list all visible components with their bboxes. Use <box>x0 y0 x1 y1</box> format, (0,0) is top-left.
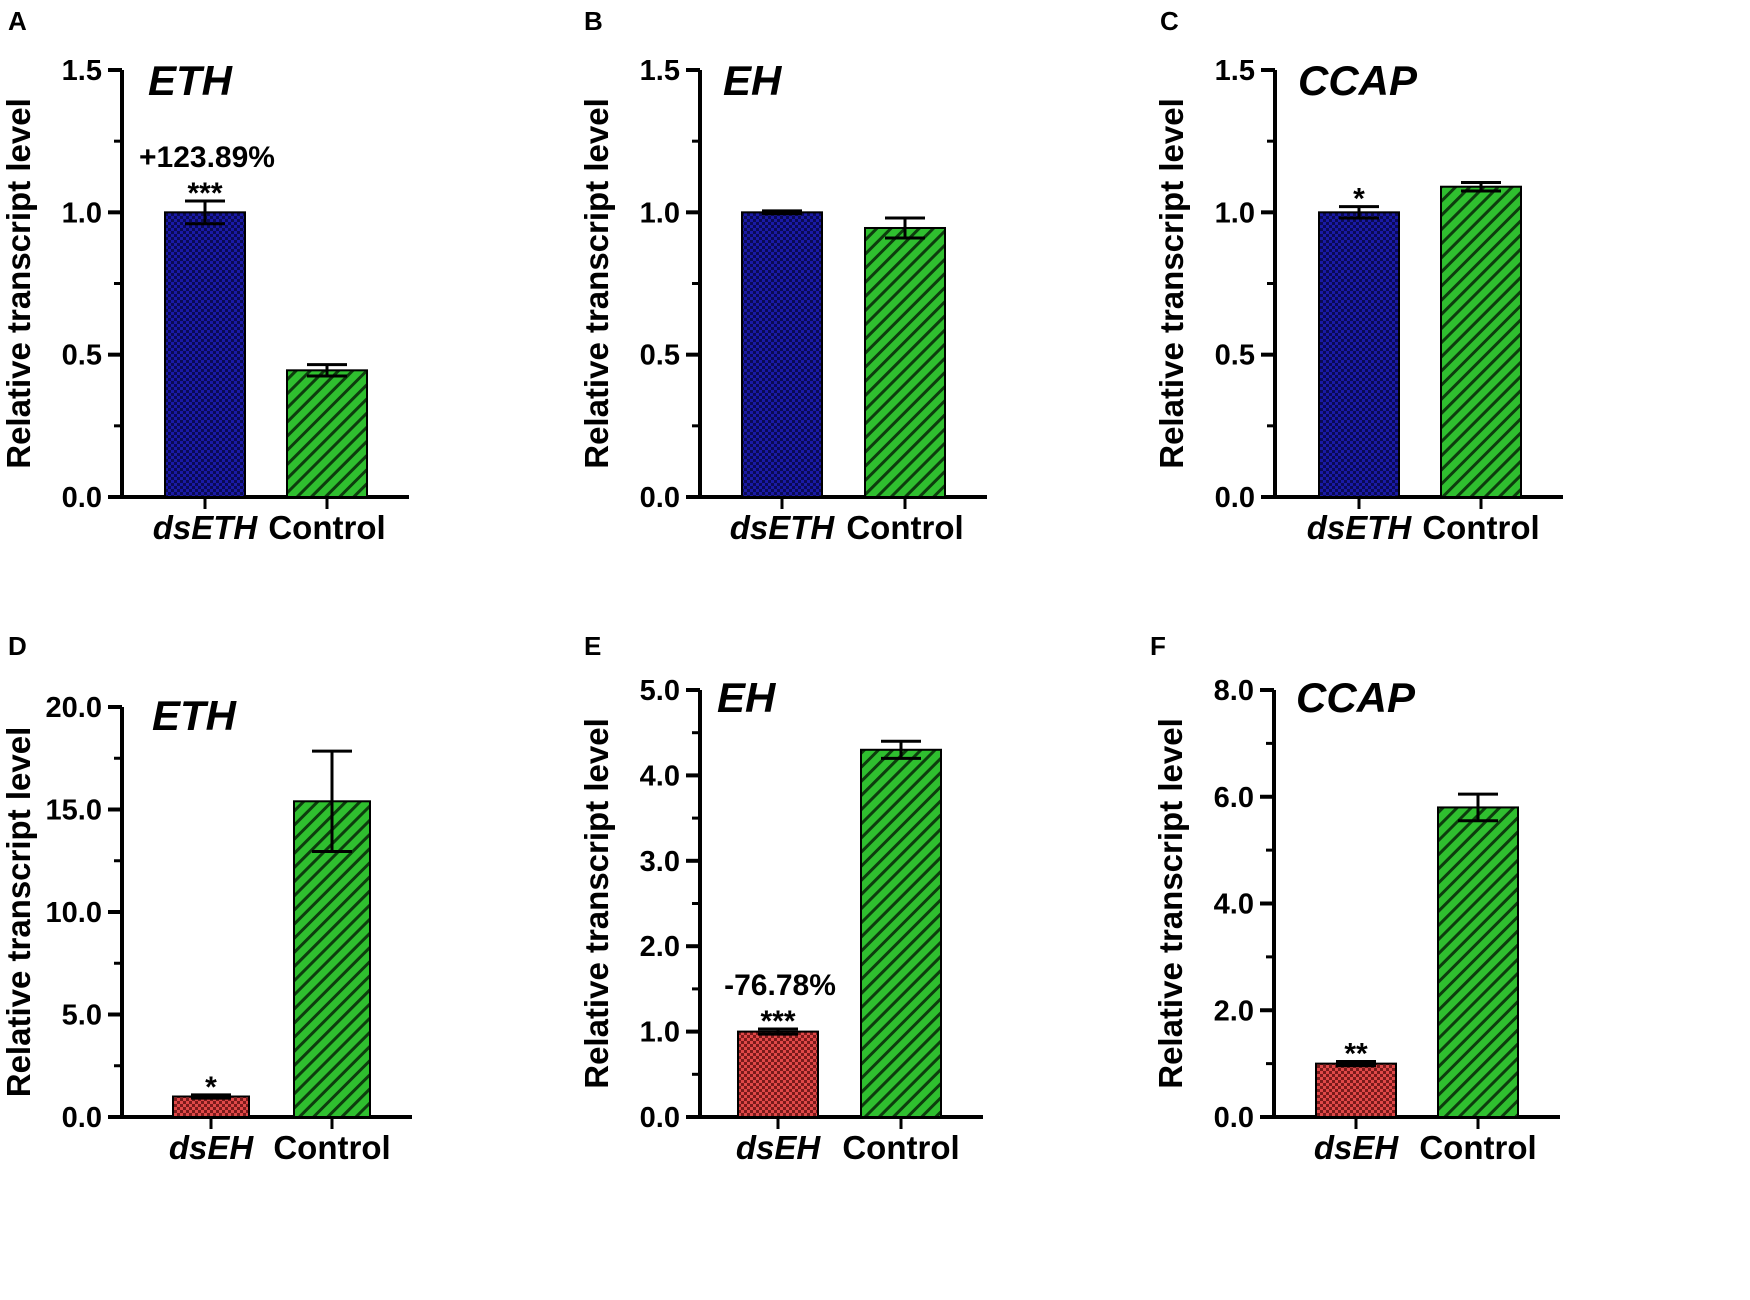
panel-a: A ETH Relative transcript level 0.0 0.5 1.0 1.… <box>0 6 409 546</box>
significance-label: * <box>1353 183 1365 216</box>
y-tick-label: 0.0 <box>62 1102 102 1134</box>
y-tick-label: 0.0 <box>1215 482 1255 514</box>
panel-letter: E <box>584 631 601 661</box>
y-tick-label: 4.0 <box>1214 889 1254 921</box>
chart-title: ETH <box>152 692 238 739</box>
y-tick-label: 10.0 <box>46 897 102 929</box>
y-tick-label: 0.0 <box>62 482 102 514</box>
x-category-label: dsETH <box>730 509 836 546</box>
y-tick-label: 0.0 <box>640 1102 680 1134</box>
bar-control <box>864 226 946 499</box>
bar-control <box>293 800 371 1118</box>
y-tick-label: 1.0 <box>640 197 680 229</box>
bar-dseth <box>164 211 246 498</box>
y-tick-label: 0.0 <box>1214 1102 1254 1134</box>
panel-letter: F <box>1150 631 1166 661</box>
bar-control <box>1440 185 1522 498</box>
y-tick-label: 1.5 <box>640 55 680 87</box>
y-axis-label: Relative transcript level <box>578 98 615 469</box>
x-category-label: Control <box>846 509 963 546</box>
y-axis-label: Relative transcript level <box>0 727 37 1098</box>
bar-control <box>860 748 942 1119</box>
y-tick-label: 20.0 <box>46 692 102 724</box>
y-axis-label: Relative transcript level <box>578 718 615 1089</box>
y-tick-label: 8.0 <box>1214 675 1254 707</box>
significance-label: *** <box>760 1005 795 1038</box>
y-tick-label: 15.0 <box>46 795 102 827</box>
chart-title: ETH <box>148 57 234 104</box>
panel-c: C CCAP Relative transcript level 0.0 0.5 1.0 1… <box>1153 6 1563 546</box>
y-tick-label: 0.5 <box>62 340 102 372</box>
y-axis-label: Relative transcript level <box>0 98 37 469</box>
significance-label: ** <box>1344 1037 1368 1070</box>
x-category-label: dsEH <box>1314 1129 1400 1166</box>
y-tick-label: 0.5 <box>1215 340 1255 372</box>
panel-d: D ETH Relative transcript level 0.0 5.0 10.0 1… <box>0 631 412 1166</box>
panel-letter: B <box>584 6 603 36</box>
bar-dseth <box>1318 211 1400 498</box>
bar-dseth <box>741 211 823 498</box>
y-tick-label: 0.5 <box>640 340 680 372</box>
chart-title: CCAP <box>1298 57 1418 104</box>
percent-change-label: +123.89% <box>139 141 275 174</box>
x-category-label: Control <box>842 1129 959 1166</box>
y-tick-label: 1.5 <box>1215 55 1255 87</box>
y-tick-label: 4.0 <box>640 760 680 792</box>
x-category-label: Control <box>273 1129 390 1166</box>
y-axis-label: Relative transcript level <box>1152 718 1189 1089</box>
y-axis-label: Relative transcript level <box>1153 98 1190 469</box>
y-tick-label: 1.0 <box>1215 197 1255 229</box>
panel-letter: D <box>8 631 27 661</box>
y-tick-label: 1.0 <box>640 1017 680 1049</box>
bar-control <box>286 369 368 498</box>
y-tick-label: 3.0 <box>640 846 680 878</box>
chart-title: EH <box>717 674 777 721</box>
panel-letter: A <box>8 6 27 36</box>
y-tick-label: 6.0 <box>1214 782 1254 814</box>
panel-f: F CCAP Relative transcript level 0.0 2.0 4.0 6… <box>1150 631 1560 1166</box>
bar-dseh <box>1315 1062 1397 1118</box>
y-tick-label: 2.0 <box>1214 995 1254 1027</box>
y-tick-label: 5.0 <box>62 1000 102 1032</box>
y-tick-label: 1.5 <box>62 55 102 87</box>
significance-label: * <box>205 1071 217 1104</box>
x-category-label: dsETH <box>153 509 259 546</box>
chart-title: CCAP <box>1296 674 1416 721</box>
charts-root: A ETH Relative transcript level 0.0 0.5 1.0 1.… <box>0 6 1563 1166</box>
panel-letter: C <box>1160 6 1179 36</box>
x-category-label: Control <box>1422 509 1539 546</box>
x-category-label: dsEH <box>169 1129 255 1166</box>
panel-b: B EH Relative transcript level 0.0 0.5 1.0 1.5… <box>578 6 987 546</box>
chart-title: EH <box>723 57 783 104</box>
y-tick-label: 2.0 <box>640 931 680 963</box>
x-category-label: dsETH <box>1307 509 1413 546</box>
x-category-label: Control <box>1419 1129 1536 1166</box>
y-tick-label: 5.0 <box>640 675 680 707</box>
significance-label: *** <box>187 177 222 210</box>
percent-change-label: -76.78% <box>724 969 836 1002</box>
panel-e: E EH Relative transcript level 0.0 1.0 2.0 3.0… <box>578 631 983 1166</box>
x-category-label: Control <box>268 509 385 546</box>
bar-dseh <box>737 1030 819 1118</box>
y-tick-label: 1.0 <box>62 197 102 229</box>
bar-control <box>1437 806 1519 1118</box>
x-category-label: dsEH <box>736 1129 822 1166</box>
y-tick-label: 0.0 <box>640 482 680 514</box>
